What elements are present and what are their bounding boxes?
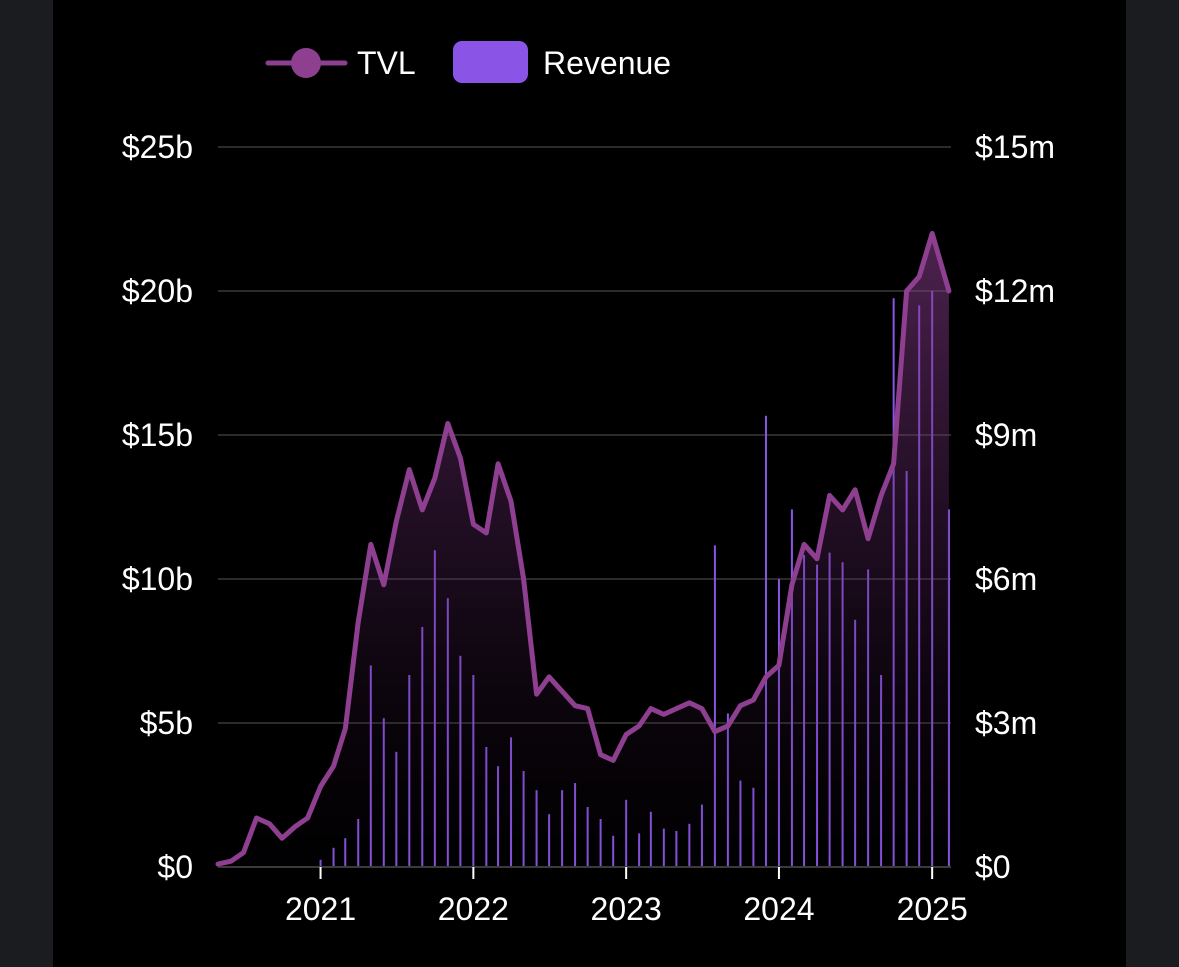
y-right-tick-label: $9m — [975, 417, 1037, 453]
y-axis-left: $0 $5b $10b $15b $20b $25b — [122, 129, 193, 885]
x-tick-label: 2024 — [743, 891, 814, 927]
x-tick-label: 2023 — [591, 891, 662, 927]
y-left-tick-label: $15b — [122, 417, 193, 453]
tvl-area — [218, 233, 949, 867]
x-tick-label: 2021 — [285, 891, 356, 927]
x-tick-label: 2022 — [438, 891, 509, 927]
y-left-tick-label: $10b — [122, 561, 193, 597]
legend: TVL Revenue — [265, 41, 671, 83]
x-axis: 2021 2022 2023 2024 2025 — [285, 867, 968, 927]
revenue-legend-label: Revenue — [543, 45, 671, 81]
y-axis-right: $0 $3m $6m $9m $12m $15m — [975, 129, 1055, 885]
tvl-line — [215, 230, 952, 867]
y-left-tick-label: $25b — [122, 129, 193, 165]
y-right-tick-label: $6m — [975, 561, 1037, 597]
x-tick-label: 2025 — [897, 891, 968, 927]
y-right-tick-label: $12m — [975, 273, 1055, 309]
revenue-bar — [947, 509, 950, 867]
y-left-tick-label: $0 — [157, 849, 193, 885]
y-right-tick-label: $3m — [975, 705, 1037, 741]
revenue-bar — [713, 545, 716, 867]
legend-item-revenue[interactable]: Revenue — [453, 41, 671, 83]
legend-item-tvl[interactable]: TVL — [265, 45, 416, 81]
y-left-tick-label: $5b — [140, 705, 193, 741]
y-left-tick-label: $20b — [122, 273, 193, 309]
revenue-legend-swatch-icon — [453, 41, 528, 83]
y-right-tick-label: $15m — [975, 129, 1055, 165]
right-gutter — [1126, 0, 1179, 967]
y-right-tick-label: $0 — [975, 849, 1011, 885]
tvl-legend-label: TVL — [357, 45, 416, 81]
left-gutter — [0, 0, 53, 967]
tvl-legend-marker-icon — [291, 48, 321, 78]
revenue-bar — [764, 415, 767, 867]
